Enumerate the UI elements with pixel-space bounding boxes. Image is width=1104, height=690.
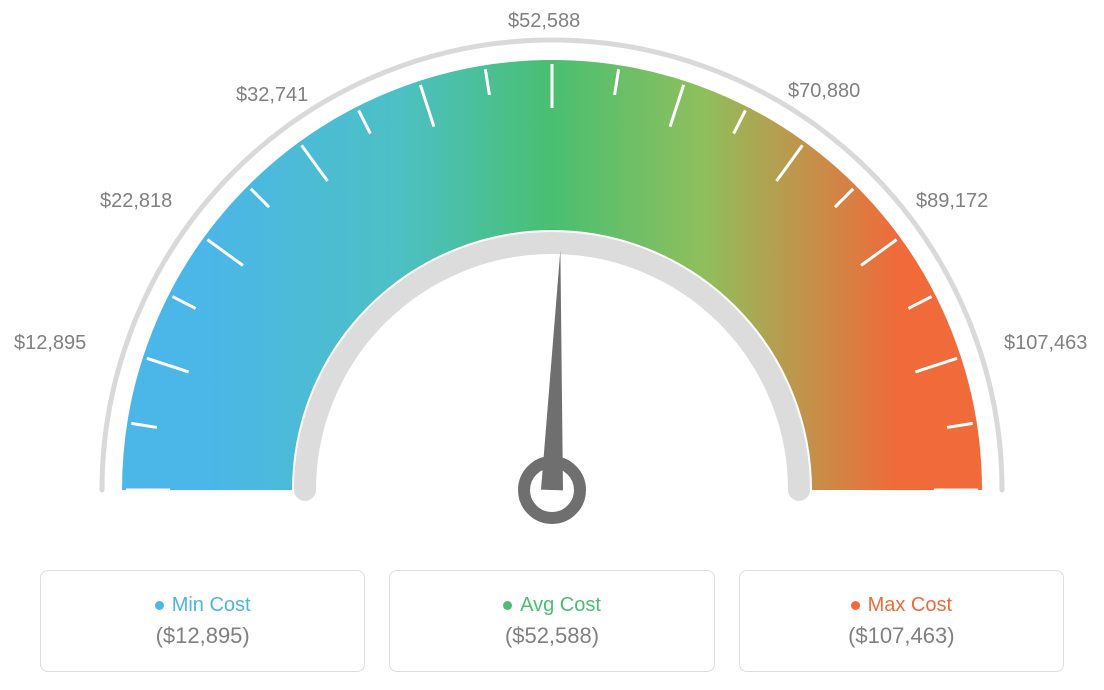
- legend-label-min: Min Cost: [172, 594, 251, 617]
- legend-dot-icon: [155, 601, 164, 610]
- legend-label-avg: Avg Cost: [520, 594, 601, 617]
- legend-title-max: Max Cost: [851, 594, 952, 617]
- legend-card-min: Min Cost ($12,895): [40, 570, 365, 672]
- legend-value-avg: ($52,588): [505, 623, 599, 649]
- gauge-svg: [0, 0, 1104, 560]
- legend-label-max: Max Cost: [868, 594, 952, 617]
- legend-title-avg: Avg Cost: [503, 594, 601, 617]
- gauge-chart: $12,895 $22,818 $32,741 $52,588 $70,880 $89,1…: [0, 0, 1104, 560]
- legend-title-min: Min Cost: [155, 594, 251, 617]
- gauge-tick-label: $89,172: [916, 190, 988, 213]
- legend-row: Min Cost ($12,895) Avg Cost ($52,588) Ma…: [0, 570, 1104, 690]
- gauge-tick-label: $22,818: [100, 190, 172, 213]
- gauge-tick-label: $70,880: [788, 80, 860, 103]
- legend-card-max: Max Cost ($107,463): [739, 570, 1064, 672]
- legend-card-avg: Avg Cost ($52,588): [389, 570, 714, 672]
- legend-dot-icon: [503, 601, 512, 610]
- legend-value-max: ($107,463): [848, 623, 954, 649]
- gauge-tick-label: $107,463: [1004, 332, 1087, 355]
- legend-dot-icon: [851, 601, 860, 610]
- gauge-tick-label: $52,588: [508, 10, 580, 33]
- gauge-tick-label: $12,895: [14, 332, 86, 355]
- legend-value-min: ($12,895): [156, 623, 250, 649]
- gauge-tick-label: $32,741: [236, 84, 308, 107]
